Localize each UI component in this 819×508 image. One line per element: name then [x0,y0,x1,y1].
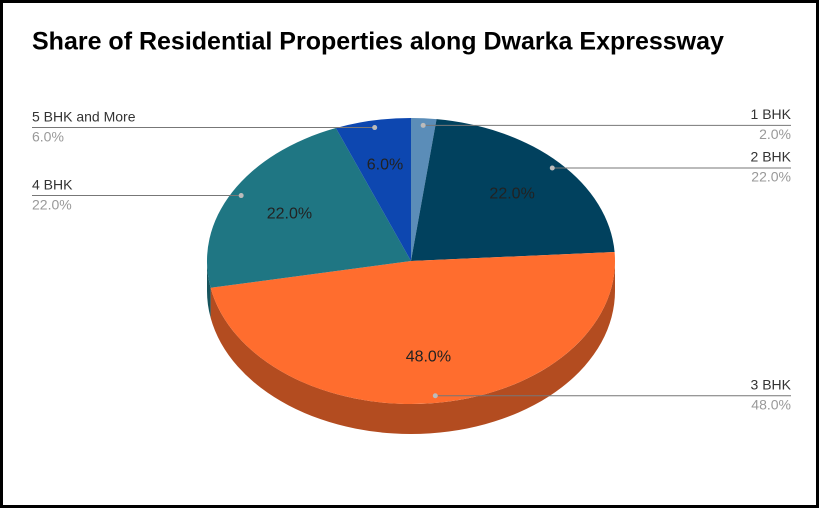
chart-title: Share of Residential Properties along Dw… [32,28,724,56]
pie-side [210,261,615,434]
legend-value: 48.0% [751,396,791,412]
slice-label: 6.0% [367,157,403,174]
slice-label: 22.0% [489,186,534,203]
callout-dot [238,193,244,199]
pie-side [207,261,211,318]
slice-label: 48.0% [406,349,451,366]
callout-dot [549,165,555,171]
slice-label: 22.0% [267,205,312,222]
pie-slice [206,128,411,288]
callout-dot [432,393,438,399]
legend-value: 2.0% [759,126,791,142]
legend-value: 22.0% [32,196,72,212]
pie-slice [411,119,615,261]
legend-label: 5 BHK and More [32,108,136,124]
pie-slice [210,252,615,405]
legend-label: 3 BHK [751,376,792,392]
callout-dot [372,125,378,131]
pie-slice [335,118,411,261]
legend-label: 1 BHK [751,106,792,122]
legend-label: 4 BHK [32,176,73,192]
callout-dot [420,122,426,128]
legend-value: 6.0% [32,128,64,144]
legend-label: 2 BHK [751,149,792,165]
pie-slice [411,118,437,261]
legend-value: 22.0% [751,169,791,185]
